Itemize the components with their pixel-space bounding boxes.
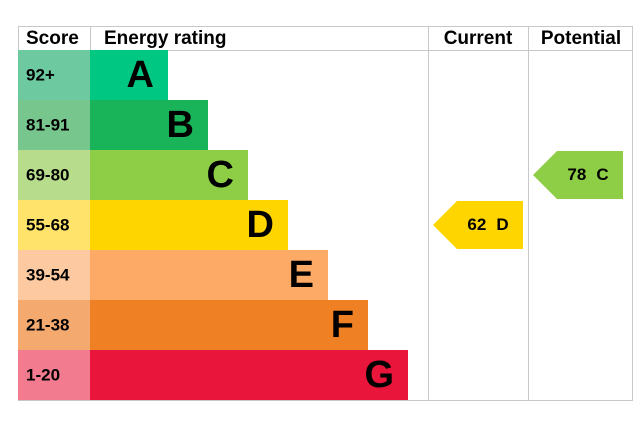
rating-letter: E [289, 254, 314, 296]
header-current: Current [444, 28, 513, 49]
score-cell [18, 250, 90, 300]
current-value: 62 [467, 215, 486, 234]
current-label: 62 D [467, 215, 508, 234]
rating-bar [90, 300, 368, 350]
header-score: Score [26, 28, 79, 49]
score-label: 81-91 [26, 115, 69, 134]
rating-letter: C [207, 154, 234, 196]
score-cell [18, 300, 90, 350]
score-label: 39-54 [26, 265, 70, 284]
potential-letter: C [596, 165, 608, 184]
rating-letter: B [167, 104, 194, 146]
header-potential: Potential [541, 28, 621, 49]
score-cell [18, 50, 90, 100]
score-cell [18, 150, 90, 200]
rating-bar [90, 350, 408, 400]
current-letter: D [496, 215, 508, 234]
score-label: 92+ [26, 65, 55, 84]
score-cell [18, 350, 90, 400]
potential-value: 78 [567, 165, 586, 184]
score-label: 69-80 [26, 165, 69, 184]
score-label: 21-38 [26, 315, 69, 334]
potential-arrow [533, 151, 623, 199]
potential-label: 78 C [567, 165, 608, 184]
rating-letter: D [247, 204, 274, 246]
rating-bar [90, 100, 208, 150]
score-cell [18, 100, 90, 150]
rating-bar [90, 150, 248, 200]
rating-bar [90, 200, 288, 250]
rating-letter: F [331, 304, 354, 346]
score-label: 55-68 [26, 215, 69, 234]
rating-bar [90, 250, 328, 300]
rating-bar [90, 50, 168, 100]
rating-letter: G [364, 354, 394, 396]
score-label: 1-20 [26, 365, 60, 384]
rating-letter: A [127, 54, 154, 96]
header-rating: Energy rating [104, 28, 226, 49]
current-arrow [433, 201, 523, 249]
score-cell [18, 200, 90, 250]
